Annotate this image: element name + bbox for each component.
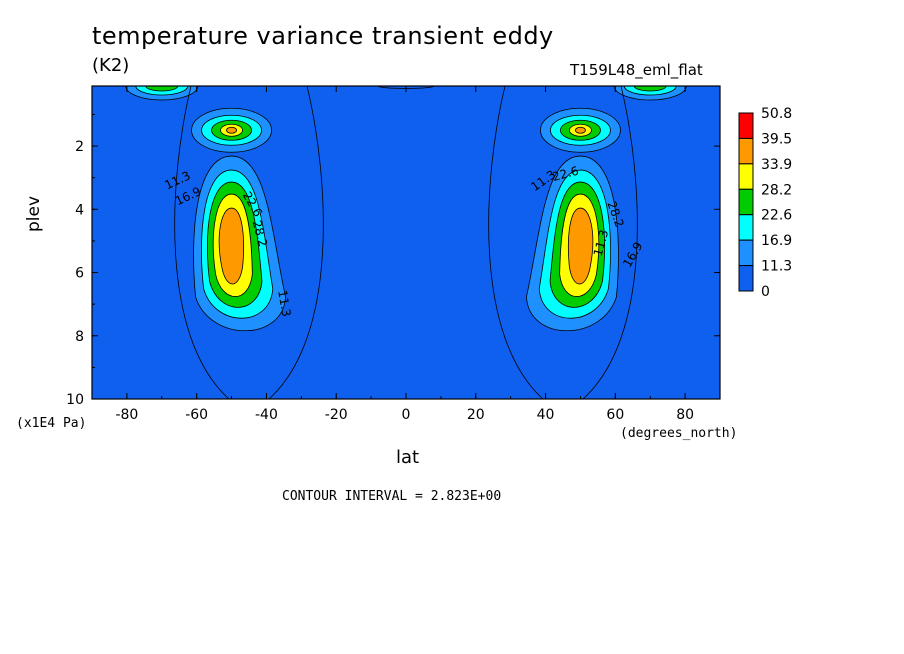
y-axis-units: (x1E4 Pa) — [16, 416, 87, 431]
y-tick-label: 2 — [75, 139, 84, 155]
y-tick-label: 10 — [66, 392, 84, 408]
x-tick-label: 20 — [467, 407, 485, 423]
x-tick-label: -60 — [185, 407, 208, 423]
x-tick-label: -40 — [255, 407, 278, 423]
colorbar-swatch — [738, 239, 754, 267]
colorbar-label: 28.2 — [761, 182, 792, 198]
contour-line — [488, 86, 638, 399]
colorbar-label: 33.9 — [761, 157, 792, 173]
y-tick-label: 4 — [75, 202, 84, 218]
x-axis-units: (degrees_north) — [620, 426, 738, 441]
contour-fills — [92, 86, 720, 399]
chart-title: temperature variance transient eddy — [92, 22, 554, 50]
contour-label: 22.6 — [551, 164, 580, 184]
colorbar-swatch — [738, 137, 754, 165]
contour-band — [633, 86, 667, 92]
colorbar-swatch — [738, 188, 754, 216]
x-tick-label: 60 — [606, 407, 624, 423]
colorbar-label: 11.3 — [761, 259, 792, 275]
x-axis-label: lat — [396, 447, 420, 468]
colorbar-label: 0 — [761, 284, 770, 300]
y-tick-label: 8 — [75, 329, 84, 345]
contour-band — [575, 126, 586, 134]
contour-band — [218, 207, 245, 285]
y-tick-label: 6 — [75, 266, 84, 282]
colorbar-label: 22.6 — [761, 208, 792, 224]
colorbar-label: 16.9 — [761, 233, 792, 249]
colorbar: 50.8 39.5 33.9 28.2 22.6 16.9 11.3 0 — [738, 106, 792, 300]
contour-label: 11.3 — [591, 228, 611, 257]
colorbar-swatch — [738, 214, 754, 241]
x-tick-label: 0 — [402, 407, 411, 423]
x-tick-label: 40 — [537, 407, 555, 423]
contour-band — [145, 86, 179, 92]
colorbar-swatch — [738, 112, 754, 139]
contour-band — [567, 207, 594, 285]
colorbar-swatch — [738, 163, 754, 190]
colorbar-label: 39.5 — [761, 131, 792, 147]
contour-line — [174, 86, 324, 399]
x-tick-label: 80 — [676, 407, 694, 423]
contour-label: 28.2 — [250, 219, 270, 248]
background-fill — [92, 86, 720, 399]
colorbar-swatch — [738, 265, 754, 292]
contour-band — [226, 126, 237, 134]
x-tick-label: -80 — [115, 407, 138, 423]
x-tick-label: -20 — [325, 407, 348, 423]
chart-units: (K2) — [92, 55, 130, 76]
contour-label: 11.3 — [275, 289, 293, 318]
run-label: T159L48_eml_flat — [570, 61, 703, 79]
axis-ticks: -80 -60 -40 -20 0 20 40 60 80 2 4 6 8 10 — [66, 86, 721, 423]
colorbar-label: 50.8 — [761, 106, 792, 122]
contour-interval-text: CONTOUR INTERVAL = 2.823E+00 — [282, 489, 502, 504]
